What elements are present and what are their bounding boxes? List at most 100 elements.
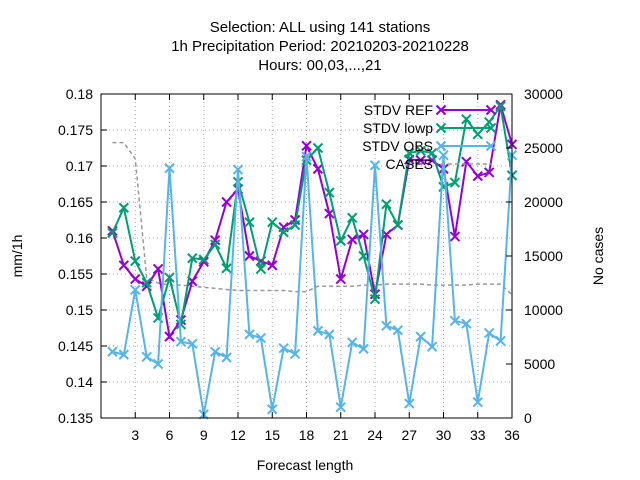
x-tick-label: 33 (470, 427, 486, 443)
data-point-stdv-ref (483, 167, 495, 178)
data-point-stdv-lowp (164, 272, 175, 283)
data-point-stdv-lowp (369, 293, 381, 305)
data-point-stdv-ref (335, 273, 346, 285)
data-point-stdv-lowp (255, 263, 267, 275)
data-point-stdv-ref (358, 229, 369, 240)
y-tick-label: 0.155 (58, 266, 93, 282)
x-tick-label: 6 (166, 427, 174, 443)
data-point-stdv-obs (221, 352, 232, 363)
y-tick-label: 0.175 (58, 122, 93, 138)
x-tick-label: 3 (131, 427, 139, 443)
data-point-stdv-lowp (461, 113, 472, 125)
data-point-stdv-obs (369, 160, 381, 171)
data-point-stdv-obs (415, 331, 426, 342)
data-point-stdv-lowp (324, 187, 335, 198)
plot-series (107, 99, 518, 420)
data-point-stdv-obs (118, 349, 130, 360)
data-point-stdv-obs (244, 329, 255, 340)
data-point-stdv-obs (267, 404, 278, 415)
x-axis-label: Forecast length (257, 457, 354, 473)
data-point-stdv-obs (187, 338, 198, 350)
legend-label: CASES (386, 156, 433, 172)
legend-item-stdv-lowp: STDV lowp (363, 120, 497, 136)
data-point-stdv-lowp (312, 142, 324, 154)
data-point-stdv-ref (118, 260, 130, 271)
legend-item-cases: CASES (386, 156, 491, 172)
x-tick-label: 30 (436, 427, 452, 443)
data-point-stdv-ref (301, 140, 312, 152)
data-point-stdv-lowp (289, 219, 301, 231)
data-point-stdv-lowp (278, 227, 289, 238)
data-point-stdv-obs (426, 341, 438, 352)
y-tick-label: 0.135 (58, 410, 93, 426)
chart-title: Selection: ALL using 141 stations 1h Pre… (171, 19, 469, 74)
y-axis-label: mm/1h (9, 235, 25, 278)
data-point-stdv-lowp (107, 227, 118, 239)
data-point-stdv-ref (244, 250, 255, 262)
y-tick-label: 0.14 (66, 374, 93, 390)
y2-tick-label: 10000 (524, 302, 563, 318)
legend-marker (435, 140, 447, 152)
title-line-3: Hours: 00,03,...,21 (258, 57, 381, 74)
data-point-stdv-lowp (118, 202, 130, 213)
data-point-stdv-lowp (392, 219, 404, 231)
data-point-stdv-lowp (141, 277, 152, 288)
x-tick-label: 9 (200, 427, 208, 443)
data-point-stdv-obs (461, 318, 472, 329)
data-point-stdv-obs (152, 358, 164, 370)
y2-tick-label: 20000 (524, 194, 563, 210)
data-point-stdv-obs (164, 162, 175, 174)
x-tick-label: 36 (504, 427, 520, 443)
y-tick-label: 0.16 (66, 230, 93, 246)
data-point-stdv-obs (278, 342, 289, 354)
y-tick-label: 0.145 (58, 338, 93, 354)
data-point-stdv-ref (152, 263, 164, 275)
y-tick-label: 0.18 (66, 86, 93, 102)
data-point-stdv-ref (346, 234, 358, 245)
data-point-stdv-obs (141, 351, 152, 363)
legend-label: STDV OBS (362, 138, 433, 154)
y-tick-label: 0.15 (66, 302, 93, 318)
data-point-stdv-obs (404, 398, 415, 409)
data-point-stdv-lowp (495, 101, 506, 112)
title-line-1: Selection: ALL using 141 stations (210, 19, 430, 36)
data-point-stdv-obs (312, 325, 324, 337)
data-point-stdv-obs (449, 315, 461, 327)
legend-marker (435, 122, 447, 134)
data-point-stdv-obs (255, 332, 267, 344)
y2-axis-label: No cases (590, 227, 606, 285)
data-point-stdv-obs (130, 284, 141, 296)
axis-ticks: 3 6 9 12 15 18 21 24 27 30 33 360.1350.140.1450.150… (58, 86, 563, 443)
series-line-stdv-obs (112, 155, 513, 415)
data-point-stdv-obs (289, 348, 301, 360)
series-stdv-ref (107, 99, 518, 342)
title-line-2: 1h Precipitation Period: 20210203-202102… (171, 38, 469, 55)
data-point-stdv-lowp (358, 250, 369, 262)
x-tick-label: 12 (230, 427, 246, 443)
data-point-stdv-obs (346, 337, 358, 348)
data-point-stdv-lowp (472, 129, 483, 140)
legend-marker (435, 104, 447, 116)
data-point-stdv-ref (472, 170, 483, 182)
data-point-stdv-lowp (426, 147, 438, 159)
y2-tick-label: 30000 (524, 86, 563, 102)
data-point-stdv-obs (301, 151, 312, 162)
legend-item-stdv-obs: STDV OBS (362, 138, 497, 154)
data-point-stdv-obs (438, 149, 449, 161)
data-point-stdv-ref (221, 196, 232, 208)
data-point-stdv-lowp (267, 216, 278, 228)
data-point-stdv-lowp (244, 216, 255, 228)
data-point-stdv-lowp (130, 255, 141, 267)
x-tick-label: 24 (367, 427, 383, 443)
legend-label: STDV REF (364, 102, 433, 118)
data-point-stdv-lowp (404, 147, 415, 159)
data-point-stdv-lowp (335, 235, 346, 247)
data-point-stdv-ref (449, 231, 461, 242)
data-point-stdv-obs (358, 343, 369, 355)
data-point-stdv-lowp (187, 252, 198, 264)
data-point-stdv-lowp (415, 145, 426, 157)
x-tick-label: 27 (401, 427, 417, 443)
legend-marker (485, 122, 497, 134)
data-point-stdv-lowp (346, 212, 358, 224)
